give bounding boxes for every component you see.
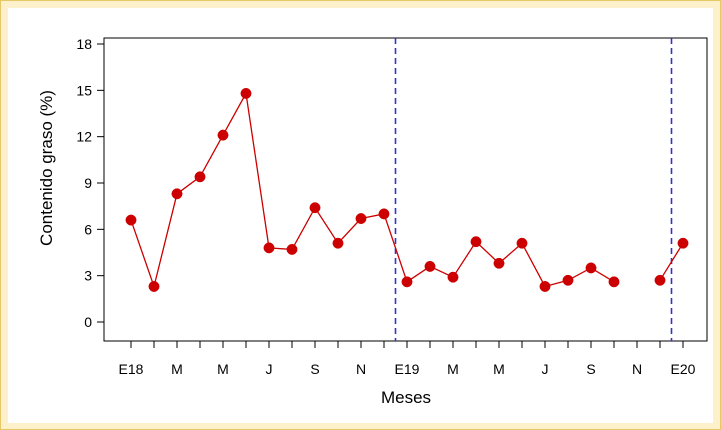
y-axis: 0 3 6 9 12 15 18 (76, 36, 104, 330)
data-point (677, 237, 689, 249)
data-point (240, 87, 252, 99)
x-tick-label: J (542, 361, 549, 377)
x-tick-label: M (171, 361, 183, 377)
series-line (130, 91, 615, 289)
reference-lines (394, 38, 673, 341)
data-point (171, 188, 183, 200)
data-point (401, 276, 413, 288)
x-tick-label: N (632, 361, 642, 377)
x-axis: E18 M M J S N E19 M M J S N E20 (119, 341, 696, 377)
x-tick-label: E19 (395, 361, 420, 377)
data-point (424, 260, 436, 272)
data-point (125, 214, 137, 226)
data-point (516, 237, 528, 249)
plot-box (103, 37, 708, 342)
data-point (493, 257, 505, 269)
x-tick-label: N (356, 361, 366, 377)
data-point (332, 237, 344, 249)
x-tick-label: M (493, 361, 505, 377)
x-tick-label: E18 (119, 361, 144, 377)
data-point (309, 202, 321, 214)
data-point (217, 129, 229, 141)
chart-panel: 0 3 6 9 12 15 18 E18 M M J S N E19 M M J S N E20 Meses Con… (8, 8, 713, 423)
data-point (263, 242, 275, 254)
data-point (378, 208, 390, 220)
series-layer (125, 87, 689, 292)
line-chart: 0 3 6 9 12 15 18 E18 M M J S N E19 M M J S N E20 Meses Con… (37, 36, 708, 407)
y-tick-label: 0 (84, 314, 92, 330)
data-point (562, 274, 574, 286)
data-point (585, 262, 597, 274)
y-tick-label: 6 (84, 221, 92, 237)
data-point (470, 236, 482, 248)
x-tick-label: J (266, 361, 273, 377)
data-point (194, 171, 206, 183)
y-tick-label: 9 (84, 175, 92, 191)
y-tick-label: 3 (84, 268, 92, 284)
y-tick-label: 18 (76, 36, 92, 52)
data-point (148, 281, 160, 292)
y-tick-label: 15 (76, 82, 92, 98)
data-point (608, 276, 620, 288)
x-tick-label: E20 (671, 361, 696, 377)
x-tick-label: S (310, 361, 319, 377)
data-point (447, 271, 459, 283)
x-tick-label: M (217, 361, 229, 377)
data-point (286, 243, 298, 255)
x-tick-label: S (586, 361, 595, 377)
data-point (355, 213, 367, 224)
y-axis-title: Contenido graso (%) (37, 90, 56, 246)
data-point (539, 281, 551, 292)
x-tick-label: M (447, 361, 459, 377)
series-line (659, 242, 684, 281)
y-tick-label: 12 (76, 129, 92, 145)
data-point (654, 274, 666, 286)
x-axis-title: Meses (381, 388, 431, 407)
